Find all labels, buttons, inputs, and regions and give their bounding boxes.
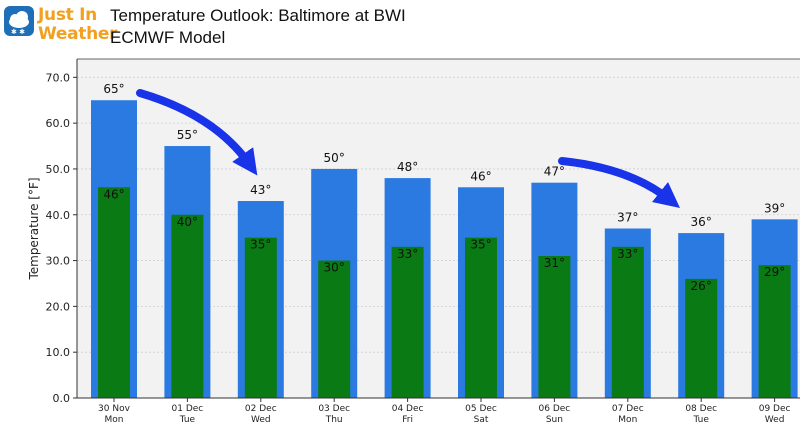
chart-subtitle: ECMWF Model (110, 28, 226, 47)
low-temp-bar (171, 214, 204, 398)
svg-text:✱ ✱: ✱ ✱ (11, 28, 25, 36)
y-tick-label: 30.0 (46, 255, 71, 268)
low-temp-label: 31° (544, 256, 565, 270)
logo-text-line2: Weather (38, 24, 118, 44)
low-temp-bar (391, 246, 424, 398)
x-tick-date-label: 06 Dec (539, 404, 571, 414)
low-temp-bar (758, 265, 791, 398)
low-temp-bar (685, 278, 718, 398)
snow-cloud-icon: ✱ ✱ (4, 6, 34, 36)
y-tick-label: 70.0 (46, 71, 71, 84)
low-temp-label: 29° (764, 265, 785, 279)
high-temp-label: 65° (103, 82, 124, 96)
high-temp-label: 39° (764, 201, 785, 215)
x-tick-date-label: 08 Dec (685, 404, 717, 414)
low-temp-bar (538, 255, 571, 398)
low-temp-label: 35° (250, 238, 271, 252)
x-tick-day-label: Tue (693, 415, 710, 424)
x-tick-date-label: 30 Nov (98, 404, 131, 414)
x-tick-date-label: 02 Dec (245, 404, 277, 414)
high-temp-label: 46° (470, 169, 491, 183)
x-tick-date-label: 04 Dec (392, 404, 424, 414)
low-temp-label: 26° (691, 279, 712, 293)
just-in-weather-logo: ✱ ✱ Just In Weather (4, 4, 118, 48)
low-temp-label: 35° (470, 238, 491, 252)
x-tick-date-label: 01 Dec (172, 404, 204, 414)
x-tick-day-label: Tue (179, 415, 196, 424)
trend-arrow (136, 89, 258, 176)
low-temp-bar (244, 237, 277, 398)
x-tick-day-label: Wed (765, 415, 785, 424)
y-tick-label: 40.0 (46, 209, 71, 222)
x-tick-day-label: Fri (402, 415, 413, 424)
high-temp-label: 36° (691, 215, 712, 229)
low-temp-bar (465, 237, 497, 398)
high-temp-label: 47° (544, 165, 565, 179)
x-tick-day-label: Mon (105, 415, 124, 424)
low-temp-label: 30° (324, 261, 345, 275)
x-tick-date-label: 07 Dec (612, 404, 644, 414)
high-temp-label: 55° (177, 128, 198, 142)
low-temp-bar (98, 187, 130, 398)
high-temp-label: 43° (250, 183, 271, 197)
y-tick-label: 50.0 (46, 163, 71, 176)
x-tick-date-label: 09 Dec (759, 404, 791, 414)
low-temp-label: 46° (103, 187, 124, 201)
x-tick-day-label: Thu (325, 415, 343, 424)
x-tick-date-label: 03 Dec (318, 404, 350, 414)
x-tick-day-label: Wed (251, 415, 271, 424)
low-temp-bar (318, 260, 351, 398)
logo-text-line1: Just In (38, 5, 97, 25)
y-tick-label: 20.0 (46, 300, 71, 313)
x-tick-day-label: Mon (618, 415, 637, 424)
trend-arrow (558, 157, 680, 208)
y-tick-label: 60.0 (46, 117, 71, 130)
x-tick-day-label: Sun (546, 415, 563, 424)
x-tick-date-label: 05 Dec (465, 404, 497, 414)
high-temp-label: 48° (397, 160, 418, 174)
chart-title: Temperature Outlook: Baltimore at BWI (110, 6, 406, 25)
high-temp-label: 37° (617, 211, 638, 225)
y-axis-label: Temperature [°F] (27, 177, 41, 280)
x-tick-day-label: Sat (474, 415, 489, 424)
y-tick-label: 0.0 (53, 392, 71, 405)
low-temp-label: 33° (617, 247, 638, 261)
high-temp-label: 50° (324, 151, 345, 165)
low-temp-bar (611, 246, 644, 398)
y-tick-label: 10.0 (46, 346, 71, 359)
low-temp-label: 40° (177, 215, 198, 229)
low-temp-label: 33° (397, 247, 418, 261)
